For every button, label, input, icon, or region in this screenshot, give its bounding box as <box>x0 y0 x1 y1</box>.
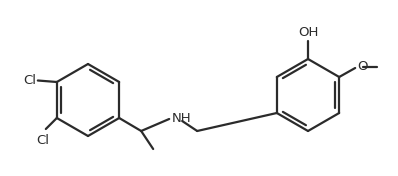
Text: Cl: Cl <box>36 134 49 147</box>
Text: O: O <box>357 61 368 74</box>
Text: Cl: Cl <box>23 74 36 86</box>
Text: OH: OH <box>298 26 318 39</box>
Text: NH: NH <box>172 112 192 124</box>
